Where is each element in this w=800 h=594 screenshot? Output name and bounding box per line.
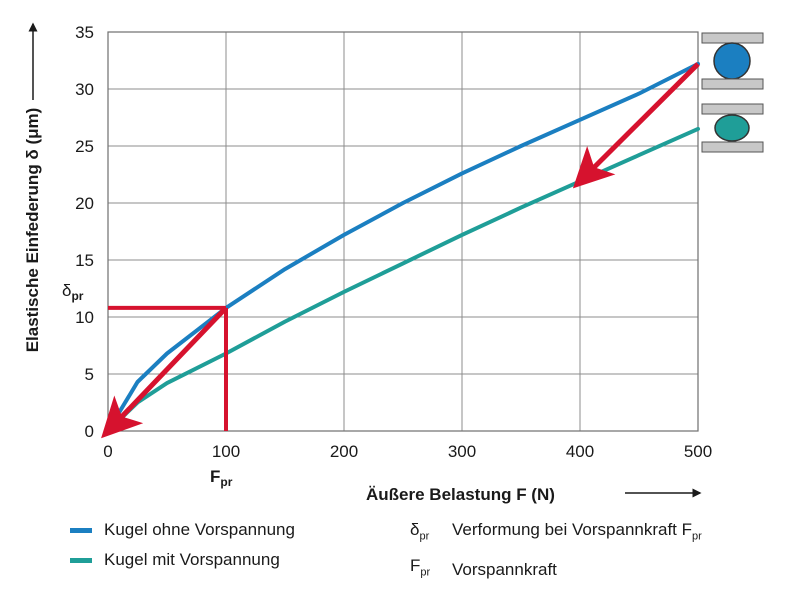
x-tick-label: 400 <box>566 442 594 461</box>
y-tick-label: 20 <box>75 194 94 213</box>
red-arrow-1 <box>572 62 700 189</box>
y-tick-label: 25 <box>75 137 94 156</box>
plot-frame <box>107 31 699 432</box>
ball-unloaded-icon <box>701 32 764 90</box>
series-lines <box>106 61 700 433</box>
legend-swatch-teal <box>70 557 92 563</box>
y-tick-label: 5 <box>85 365 94 384</box>
symbol-definition: Vorspannkraft <box>452 559 557 579</box>
symbol: Fpr <box>410 556 431 579</box>
delta-pr-label: δpr <box>62 281 84 303</box>
symbol-item: Fpr Vorspannkraft <box>410 551 702 587</box>
tick-labels: 0 100 200 300 400 500 0 5 10 15 20 25 30 35 <box>75 23 712 461</box>
y-tick-label: 15 <box>75 251 94 270</box>
x-axis-title: Äußere Belastung F (N) <box>366 485 555 504</box>
symbol-definition: Verformung bei Vorspannkraft Fpr <box>452 520 702 543</box>
legend-item: Kugel mit Vorspannung <box>70 545 295 575</box>
legend-swatch-blue <box>70 527 92 533</box>
y-tick-label: 35 <box>75 23 94 42</box>
legend-label: Kugel mit Vorspannung <box>104 550 280 569</box>
y-axis-title: Elastische Einfederung δ (μm) <box>23 108 42 353</box>
legend-item: Kugel ohne Vorspannung <box>70 515 295 545</box>
symbol-item: δpr Verformung bei Vorspannkraft Fpr <box>410 515 702 551</box>
series-line-1 <box>106 126 700 433</box>
series-line-0 <box>106 61 700 433</box>
legend-label: Kugel ohne Vorspannung <box>104 520 295 539</box>
y-tick-label: 10 <box>75 308 94 327</box>
f-pr-label: Fpr <box>210 467 233 489</box>
ball-compressed-icon <box>701 103 764 153</box>
grid <box>107 31 699 432</box>
annotations <box>101 62 700 439</box>
x-tick-label: 0 <box>103 442 112 461</box>
x-tick-label: 300 <box>448 442 476 461</box>
y-tick-label: 30 <box>75 80 94 99</box>
x-tick-label: 500 <box>684 442 712 461</box>
red-arrow-0 <box>101 306 228 439</box>
symbol-legend: δpr Verformung bei Vorspannkraft Fpr Fpr… <box>410 515 702 588</box>
x-tick-label: 100 <box>212 442 240 461</box>
x-tick-label: 200 <box>330 442 358 461</box>
symbol: δpr <box>410 520 430 543</box>
y-tick-label: 0 <box>85 422 94 441</box>
legend: Kugel ohne Vorspannung Kugel mit Vorspan… <box>70 515 295 575</box>
